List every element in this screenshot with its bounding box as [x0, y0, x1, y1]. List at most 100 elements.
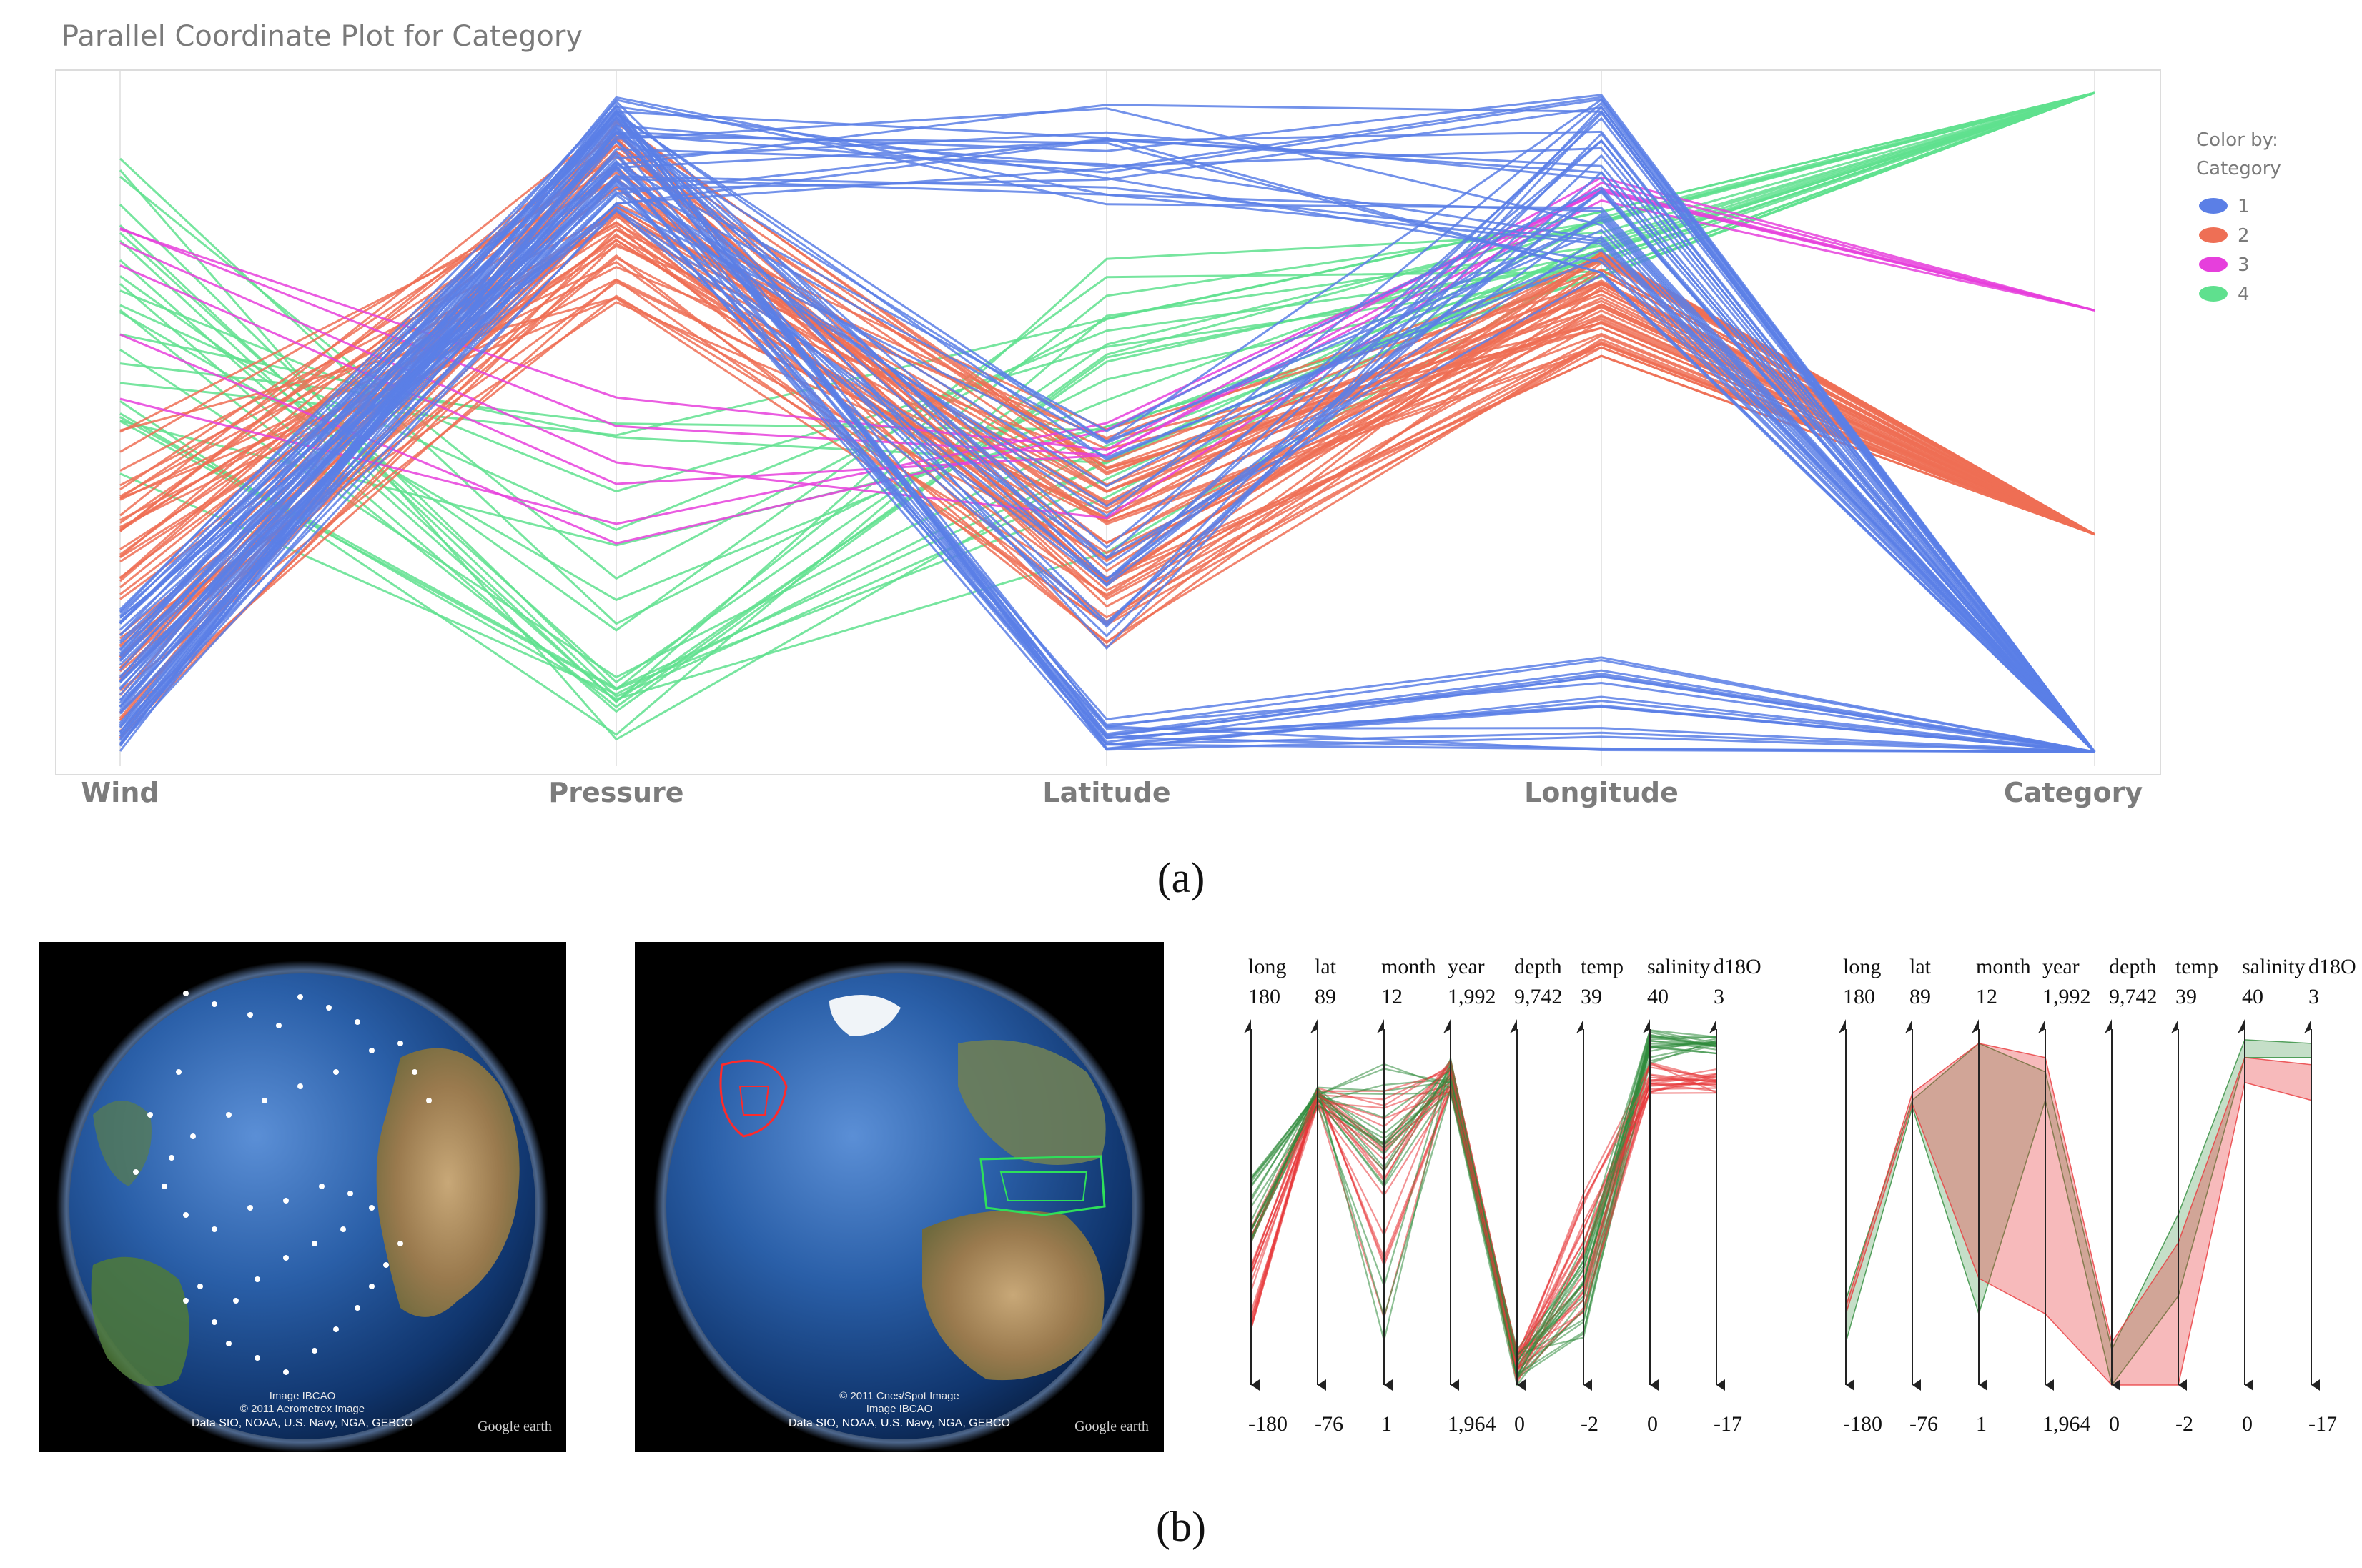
- globe-1-sample-point: [319, 1184, 325, 1189]
- pc-b-left-line-red: [1250, 1061, 1717, 1372]
- pc-axis-name: temp: [2175, 955, 2218, 978]
- pcp-a-series-line-cat-1: [119, 148, 2096, 753]
- pc-axis-max: 40: [1647, 985, 1669, 1008]
- pc-axis-max: 3: [2308, 985, 2319, 1008]
- pc-axis-min: -76: [1315, 1412, 1343, 1436]
- pcp-a-series-line-cat-4: [119, 91, 2095, 531]
- globe-1-sample-point: [397, 1041, 403, 1046]
- globe-1-sample-points: [133, 991, 432, 1375]
- chart-a-lines: [119, 91, 2096, 753]
- pc-axis-min: 0: [1514, 1412, 1525, 1436]
- globe-1-sample-point: [383, 1262, 389, 1268]
- chart-a-frame: [55, 69, 2161, 775]
- globe-1-sample-point: [397, 1241, 403, 1246]
- pc-axis-arrow-bottom: [2045, 1379, 2054, 1391]
- chart-b-right-axes: long 180 -180 lat 89 -76 month 12 1 year 1,992 1,96…: [1839, 955, 2356, 1436]
- globe-image-2: © 2011 Cnes/Spot Image Image IBCAO Data …: [635, 942, 1164, 1452]
- pc-axis-arrow-top: [2304, 1019, 2311, 1033]
- pc-axis-max: 12: [1381, 985, 1403, 1008]
- pc-axis-min: 1: [1976, 1412, 1987, 1436]
- pcp-a-series-line-cat-3: [119, 187, 2095, 485]
- globe-1-sample-point: [333, 1069, 339, 1075]
- pcp-a-series-line-cat-1: [119, 139, 2096, 753]
- pc-axis-arrow-bottom: [1318, 1379, 1326, 1391]
- pc-b-right-band-red: [1845, 1043, 2312, 1386]
- pcp-a-series-line-cat-1: [119, 139, 2095, 753]
- pc-axis-arrow-top: [1510, 1019, 1517, 1033]
- globe-1-sample-point: [355, 1305, 360, 1311]
- pc-axis-name: long: [1843, 955, 1881, 978]
- panel-a: Parallel Coordinate Plot for Category Wi…: [55, 20, 2281, 901]
- pcp-a-series-line-cat-1: [119, 190, 2096, 753]
- globe-image-1: Image IBCAO © 2011 Aerometrex Image Data…: [39, 942, 566, 1452]
- pc-axis-min: 1,964: [2042, 1412, 2091, 1436]
- pc-axis-max: 180: [1248, 985, 1280, 1008]
- globe-1-sample-point: [276, 1023, 282, 1028]
- globe-2-green-selection: [979, 1155, 1106, 1216]
- pc-axis-name: year: [1448, 955, 1485, 978]
- pcp-a-series-line-cat-1: [119, 168, 2095, 753]
- pc-axis-arrow-bottom: [1979, 1379, 1987, 1391]
- globe-1-sample-point: [369, 1048, 375, 1053]
- legend-swatch-1: [2199, 198, 2228, 214]
- pc-axis-arrow-top: [1839, 1019, 1846, 1033]
- globe-1-central-america: [93, 1101, 152, 1186]
- pcp-a-series-line-cat-4: [119, 91, 2095, 632]
- pc-axis-name: salinity: [2242, 955, 2305, 978]
- legend-swatch-3: [2199, 257, 2228, 272]
- axis-label-pressure: Pressure: [548, 777, 683, 808]
- globe-1-sample-point: [369, 1205, 375, 1211]
- legend-swatch-2: [2199, 227, 2228, 243]
- globe-1-sample-point: [197, 1284, 203, 1289]
- pc-axis-name: salinity: [1647, 955, 1710, 978]
- globe-2-africa: [922, 1210, 1105, 1381]
- globe-1-sample-point: [247, 1205, 253, 1211]
- pc-axis-arrow-top: [1905, 1019, 1912, 1033]
- pc-axis-max: 1,992: [1448, 985, 1496, 1008]
- globe-1-sample-point: [426, 1098, 432, 1103]
- pc-axis-min: 0: [2109, 1412, 2120, 1436]
- pc-axis-max: 9,742: [2109, 985, 2158, 1008]
- pc-axis-max: 12: [1976, 985, 1997, 1008]
- globe-1-sample-point: [283, 1255, 289, 1261]
- pc-axis-min: -76: [1909, 1412, 1938, 1436]
- globe-1-brand: Google earth: [478, 1419, 552, 1434]
- globe-1-sample-point: [226, 1112, 232, 1118]
- pc-axis-arrow-top: [1709, 1019, 1716, 1033]
- panel-b: Image IBCAO © 2011 Aerometrex Image Data…: [39, 942, 2356, 1550]
- pc-axis-arrow-bottom: [1912, 1379, 1921, 1391]
- globe-2-red-selection-inner: [738, 1086, 770, 1116]
- axis-label-wind: Wind: [81, 777, 159, 808]
- globe-1-sample-point: [283, 1369, 289, 1375]
- pc-axis-name: temp: [1581, 955, 1624, 978]
- globe-1-sample-point: [297, 1083, 303, 1089]
- globe-1-sample-point: [255, 1355, 260, 1361]
- pcp-a-series-line-cat-4: [119, 91, 2095, 703]
- globe-1-credit-2: © 2011 Aerometrex Image: [240, 1403, 365, 1415]
- legend-label-3: 3: [2238, 254, 2250, 276]
- pc-axis-arrow-top: [1443, 1019, 1451, 1033]
- pc-axis-arrow-bottom: [1517, 1379, 1526, 1391]
- globe-1-sample-point: [212, 1001, 217, 1007]
- chart-a-title: Parallel Coordinate Plot for Category: [61, 20, 583, 53]
- globe-1-sample-point: [183, 991, 189, 996]
- pc-axis-name: depth: [2109, 955, 2157, 978]
- pcp-a-series-line-cat-1: [119, 204, 2096, 753]
- pc-axis-max: 180: [1843, 985, 1875, 1008]
- globe-1-sample-point: [162, 1184, 167, 1189]
- pc-axis-min: -2: [1581, 1412, 1598, 1436]
- globe-1-sample-point: [176, 1069, 182, 1075]
- pc-axis-arrow-top: [2171, 1019, 2178, 1033]
- globe-2-credit-2: Image IBCAO: [866, 1403, 933, 1415]
- globe-2-brand: Google earth: [1074, 1419, 1149, 1434]
- pcp-a-series-line-cat-1: [119, 105, 2096, 753]
- globe-1-sample-point: [147, 1112, 153, 1118]
- pcp-a-series-line-cat-1: [119, 179, 2096, 753]
- globe-2-green-selection-inner: [999, 1171, 1088, 1201]
- pc-axis-name: d18O: [1714, 955, 1761, 978]
- legend-label-2: 2: [2238, 225, 2250, 247]
- globe-1-sample-point: [247, 1012, 253, 1018]
- pc-axis-arrow-bottom: [2245, 1379, 2253, 1391]
- pc-axis-arrow-top: [1377, 1019, 1384, 1033]
